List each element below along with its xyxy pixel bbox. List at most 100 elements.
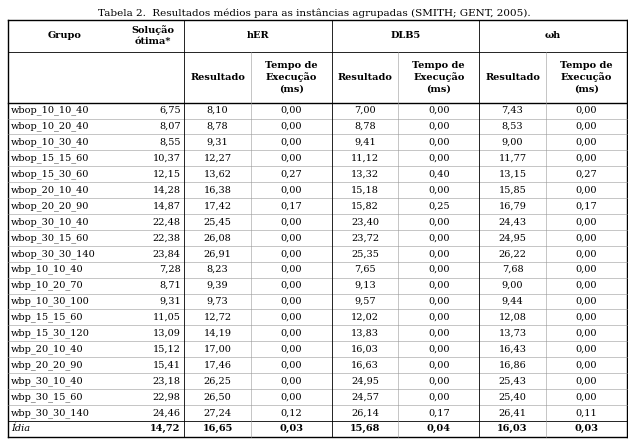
Text: 0,00: 0,00 bbox=[428, 265, 450, 274]
Text: 16,79: 16,79 bbox=[499, 202, 526, 210]
Text: 0,00: 0,00 bbox=[575, 392, 597, 401]
Text: 9,44: 9,44 bbox=[502, 297, 523, 306]
Text: 14,87: 14,87 bbox=[153, 202, 181, 210]
Text: wbop_30_30_140: wbop_30_30_140 bbox=[11, 249, 96, 259]
Text: wbop_15_30_60: wbop_15_30_60 bbox=[11, 169, 90, 179]
Text: 26,91: 26,91 bbox=[203, 249, 232, 258]
Text: wbp_30_10_40: wbp_30_10_40 bbox=[11, 376, 84, 386]
Text: 0,00: 0,00 bbox=[281, 345, 302, 354]
Text: 15,68: 15,68 bbox=[350, 424, 380, 433]
Text: wbop_30_15_60: wbop_30_15_60 bbox=[11, 233, 90, 243]
Text: 0,00: 0,00 bbox=[575, 281, 597, 290]
Text: 15,82: 15,82 bbox=[351, 202, 379, 210]
Text: 0,00: 0,00 bbox=[281, 186, 302, 194]
Text: Tempo de
Execução
(ms): Tempo de Execução (ms) bbox=[413, 61, 465, 93]
Text: 0,00: 0,00 bbox=[428, 377, 450, 385]
Text: Resultado: Resultado bbox=[190, 72, 245, 82]
Text: 11,77: 11,77 bbox=[499, 154, 526, 163]
Text: 10,37: 10,37 bbox=[153, 154, 181, 163]
Text: 15,12: 15,12 bbox=[153, 345, 181, 354]
Text: 13,83: 13,83 bbox=[351, 329, 379, 338]
Text: 0,00: 0,00 bbox=[428, 106, 450, 115]
Text: 0,00: 0,00 bbox=[428, 217, 450, 226]
Text: 16,63: 16,63 bbox=[351, 361, 379, 370]
Text: hER: hER bbox=[247, 31, 269, 40]
Text: Tempo de
Execução
(ms): Tempo de Execução (ms) bbox=[265, 61, 318, 93]
Text: 0,27: 0,27 bbox=[575, 170, 597, 179]
Text: 0,00: 0,00 bbox=[575, 122, 597, 131]
Text: 0,00: 0,00 bbox=[281, 249, 302, 258]
Text: 0,03: 0,03 bbox=[574, 424, 598, 433]
Text: 22,38: 22,38 bbox=[153, 233, 181, 242]
Text: wbop_20_20_90: wbop_20_20_90 bbox=[11, 201, 90, 211]
Text: wbp_10_20_70: wbp_10_20_70 bbox=[11, 281, 84, 290]
Text: 17,42: 17,42 bbox=[203, 202, 232, 210]
Text: 17,00: 17,00 bbox=[203, 345, 232, 354]
Text: Resultado: Resultado bbox=[485, 72, 540, 82]
Text: 0,11: 0,11 bbox=[575, 408, 597, 417]
Text: 6,75: 6,75 bbox=[159, 106, 181, 115]
Text: 0,00: 0,00 bbox=[428, 345, 450, 354]
Text: 0,00: 0,00 bbox=[575, 233, 597, 242]
Text: wbop_10_20_40: wbop_10_20_40 bbox=[11, 122, 90, 131]
Text: 13,32: 13,32 bbox=[351, 170, 379, 179]
Text: 0,00: 0,00 bbox=[281, 361, 302, 370]
Text: 25,43: 25,43 bbox=[499, 377, 526, 385]
Text: Tempo de
Execução
(ms): Tempo de Execução (ms) bbox=[560, 61, 612, 93]
Text: 8,53: 8,53 bbox=[502, 122, 523, 131]
Text: wbp_20_10_40: wbp_20_10_40 bbox=[11, 344, 84, 354]
Text: 0,00: 0,00 bbox=[281, 313, 302, 322]
Text: 0,00: 0,00 bbox=[575, 329, 597, 338]
Text: wbop_10_10_40: wbop_10_10_40 bbox=[11, 106, 90, 115]
Text: 0,17: 0,17 bbox=[281, 202, 302, 210]
Text: 0,00: 0,00 bbox=[575, 138, 597, 147]
Text: wbop_30_10_40: wbop_30_10_40 bbox=[11, 217, 90, 227]
Text: 15,85: 15,85 bbox=[499, 186, 526, 194]
Text: 23,18: 23,18 bbox=[153, 377, 181, 385]
Text: 12,72: 12,72 bbox=[203, 313, 232, 322]
Text: 0,00: 0,00 bbox=[428, 138, 450, 147]
Text: 11,12: 11,12 bbox=[351, 154, 379, 163]
Text: wbp_10_10_40: wbp_10_10_40 bbox=[11, 265, 84, 274]
Text: 0,00: 0,00 bbox=[428, 361, 450, 370]
Text: 12,27: 12,27 bbox=[203, 154, 232, 163]
Text: 0,27: 0,27 bbox=[281, 170, 302, 179]
Text: 24,95: 24,95 bbox=[351, 377, 379, 385]
Text: 16,03: 16,03 bbox=[497, 424, 528, 433]
Text: 25,35: 25,35 bbox=[351, 249, 379, 258]
Text: 12,15: 12,15 bbox=[153, 170, 181, 179]
Text: 0,12: 0,12 bbox=[281, 408, 302, 417]
Text: 7,68: 7,68 bbox=[502, 265, 523, 274]
Text: 0,03: 0,03 bbox=[279, 424, 303, 433]
Text: wbp_15_30_120: wbp_15_30_120 bbox=[11, 328, 90, 338]
Text: 25,40: 25,40 bbox=[499, 392, 526, 401]
Text: 7,28: 7,28 bbox=[159, 265, 181, 274]
Text: 8,71: 8,71 bbox=[159, 281, 181, 290]
Text: 0,00: 0,00 bbox=[428, 154, 450, 163]
Text: 9,57: 9,57 bbox=[354, 297, 376, 306]
Text: 7,65: 7,65 bbox=[354, 265, 376, 274]
Text: 11,05: 11,05 bbox=[153, 313, 181, 322]
Text: wbop_20_10_40: wbop_20_10_40 bbox=[11, 185, 90, 195]
Text: 0,00: 0,00 bbox=[281, 154, 302, 163]
Text: 22,98: 22,98 bbox=[153, 392, 181, 401]
Text: 0,00: 0,00 bbox=[428, 249, 450, 258]
Text: 16,03: 16,03 bbox=[351, 345, 379, 354]
Text: 9,31: 9,31 bbox=[207, 138, 229, 147]
Text: 8,78: 8,78 bbox=[207, 122, 229, 131]
Text: wbp_30_30_140: wbp_30_30_140 bbox=[11, 408, 90, 418]
Text: 17,46: 17,46 bbox=[203, 361, 232, 370]
Text: 0,00: 0,00 bbox=[428, 392, 450, 401]
Text: 0,17: 0,17 bbox=[428, 408, 450, 417]
Text: 0,17: 0,17 bbox=[575, 202, 597, 210]
Text: 8,10: 8,10 bbox=[207, 106, 229, 115]
Text: 0,00: 0,00 bbox=[575, 345, 597, 354]
Text: 13,09: 13,09 bbox=[153, 329, 181, 338]
Text: 0,00: 0,00 bbox=[281, 265, 302, 274]
Text: 0,00: 0,00 bbox=[575, 106, 597, 115]
Text: 8,07: 8,07 bbox=[159, 122, 181, 131]
Text: 0,00: 0,00 bbox=[281, 217, 302, 226]
Text: wbp_15_15_60: wbp_15_15_60 bbox=[11, 312, 84, 322]
Text: 23,40: 23,40 bbox=[351, 217, 379, 226]
Text: wbop_15_15_60: wbop_15_15_60 bbox=[11, 153, 90, 163]
